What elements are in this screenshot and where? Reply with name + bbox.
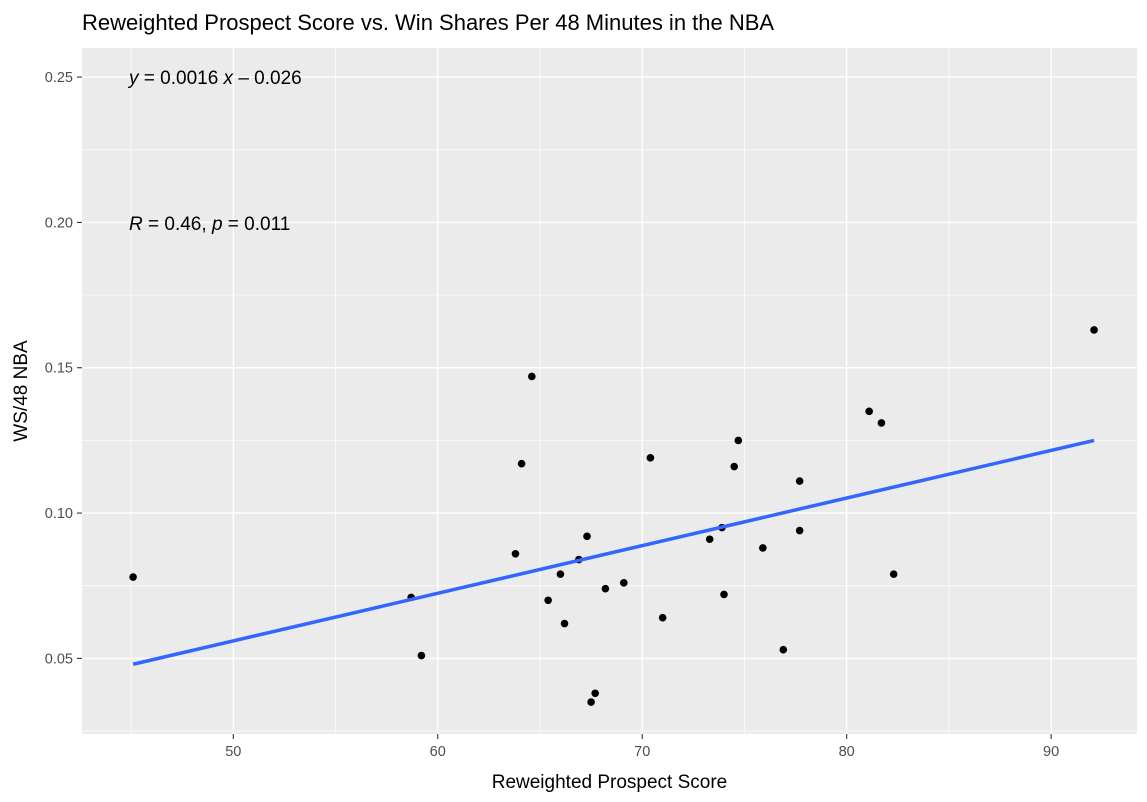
data-point	[720, 590, 728, 599]
stats-r-label: R	[129, 214, 143, 235]
plot-panel	[82, 48, 1137, 734]
data-point	[865, 407, 873, 416]
x-tick-label: 70	[634, 744, 650, 760]
data-point	[601, 584, 610, 593]
regression-equation: y = 0.0016 x – 0.026	[127, 68, 302, 89]
data-point	[528, 372, 536, 381]
data-point	[587, 698, 595, 706]
grid-lines	[82, 48, 1137, 734]
stats-p-label: p	[211, 214, 223, 235]
y-tick-label: 0.20	[45, 215, 73, 231]
y-tick-label: 0.05	[45, 651, 73, 667]
equation-coefficient: = 0.0016	[139, 68, 224, 89]
x-tick-label: 80	[839, 744, 855, 760]
data-point	[544, 596, 552, 605]
axis-ticks: 50 60 70 80 90 0.05 0.10 0.15 0.20 0.25	[45, 70, 1059, 760]
regression-line-group	[132, 438, 1095, 666]
x-tick-label: 50	[225, 744, 241, 760]
data-point	[759, 544, 767, 552]
data-point	[1090, 326, 1098, 334]
data-point	[511, 549, 520, 558]
data-point	[779, 645, 788, 654]
y-axis-title: WS/48 NBA	[11, 340, 32, 442]
data-point	[730, 462, 739, 471]
equation-x-label: x	[223, 68, 235, 89]
data-point	[556, 570, 565, 578]
regression-line	[132, 438, 1095, 666]
equation-y-label: y	[127, 68, 140, 89]
y-tick-label: 0.15	[45, 361, 73, 377]
data-point	[734, 436, 743, 445]
data-point	[705, 535, 714, 544]
x-tick-label: 90	[1043, 744, 1059, 760]
data-point	[795, 526, 804, 535]
y-tick-label: 0.10	[45, 506, 73, 522]
y-tick-label: 0.25	[45, 70, 73, 86]
data-point	[517, 459, 526, 468]
data-point	[583, 532, 591, 541]
data-point	[129, 573, 137, 581]
equation-intercept: – 0.026	[233, 68, 302, 89]
data-point	[620, 579, 628, 587]
data-point	[417, 651, 426, 660]
data-point	[591, 689, 599, 698]
data-point	[560, 619, 569, 628]
correlation-stats: R = 0.46, p = 0.011	[129, 214, 290, 235]
x-axis-title: Reweighted Prospect Score	[492, 772, 728, 793]
stats-p-value: = 0.011	[223, 214, 291, 235]
chart-title: Reweighted Prospect Score vs. Win Shares…	[82, 10, 774, 35]
data-points	[129, 326, 1098, 706]
data-point	[795, 477, 804, 485]
data-point	[658, 613, 667, 622]
data-point	[646, 454, 655, 462]
data-point	[889, 570, 898, 578]
stats-r-value: = 0.46,	[143, 214, 212, 235]
x-tick-label: 60	[430, 744, 446, 760]
data-point	[877, 419, 886, 427]
